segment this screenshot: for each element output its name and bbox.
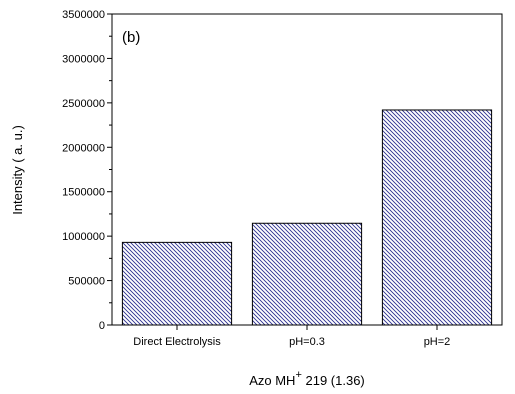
panel-label: (b) <box>122 29 140 46</box>
bar-ph-2 <box>381 109 493 326</box>
x-axis-ticks: Direct Electrolysis pH=0.3 pH=2 <box>133 325 450 348</box>
y-axis-title: Intensity ( a. u.) <box>10 125 25 215</box>
y-tick-label: 500000 <box>68 276 105 288</box>
x-axis-title-suffix: 219 (1.36) <box>302 373 365 388</box>
y-tick-label: 2500000 <box>62 98 105 110</box>
bar-direct-electrolysis <box>121 241 233 326</box>
y-tick-label: 3500000 <box>62 9 105 21</box>
y-axis-ticks: 0 500000 1000000 1500000 2000000 2500000 30000… <box>62 9 112 332</box>
y-tick-label: 0 <box>99 320 105 332</box>
x-axis-title: Azo MH+ 219 (1.36) <box>249 369 365 388</box>
x-axis-title-main: Azo MH <box>249 373 295 388</box>
y-tick-label: 2000000 <box>62 142 105 154</box>
y-tick-label: 1500000 <box>62 187 105 199</box>
x-tick-label: pH=0.3 <box>289 336 325 348</box>
bar-ph-0-3 <box>251 222 363 326</box>
plot-frame <box>111 13 503 326</box>
x-axis-title-superscript: + <box>295 369 301 381</box>
bars-group <box>121 109 493 326</box>
x-tick-label: Direct Electrolysis <box>133 336 221 348</box>
y-tick-label: 1000000 <box>62 231 105 243</box>
y-tick-label: 3000000 <box>62 53 105 65</box>
x-tick-label: pH=2 <box>424 336 451 348</box>
